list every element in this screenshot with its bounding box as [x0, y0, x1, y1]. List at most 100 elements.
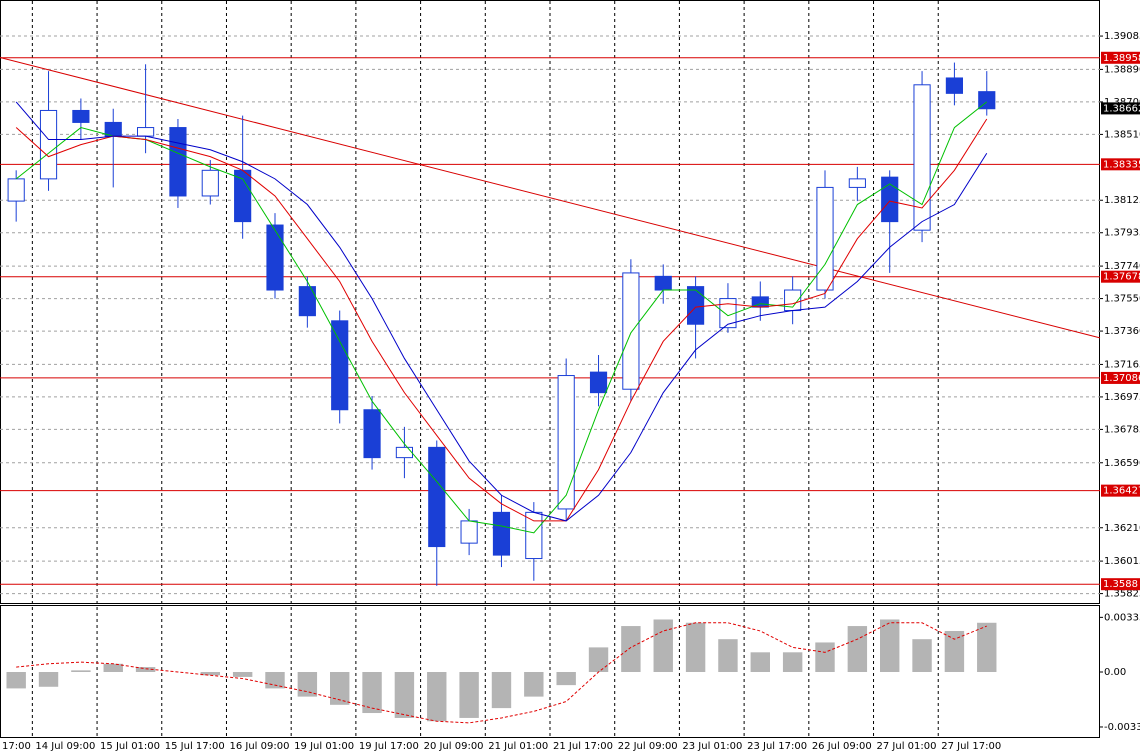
- level-label: 1.37678: [1103, 272, 1140, 283]
- x-tick-label: 19 Jul 01:00: [294, 741, 354, 752]
- histogram-bar: [103, 663, 123, 672]
- candle-body: [137, 127, 155, 137]
- x-tick-label: 17:00: [2, 741, 31, 752]
- histogram-bar: [491, 672, 512, 709]
- candle-body: [169, 127, 187, 197]
- candle-body: [234, 169, 252, 223]
- candle-body: [7, 178, 25, 202]
- moving-average: [15, 101, 988, 522]
- histogram-bar: [71, 670, 91, 672]
- x-tick-label: 23 Jul 01:00: [682, 741, 742, 752]
- x-tick-label: 16 Jul 09:00: [229, 741, 289, 752]
- sub-panel-frame: [0, 605, 1100, 738]
- y-tick-label: 1.38510: [1104, 129, 1140, 140]
- histogram-bar: [459, 672, 479, 718]
- histogram-bar: [265, 672, 285, 689]
- histogram-bar: [782, 652, 803, 672]
- y-tick-label: 1.36210: [1104, 523, 1140, 534]
- candle-body: [945, 77, 964, 94]
- x-tick-label: 21 Jul 01:00: [488, 741, 548, 752]
- level-label-box: [1101, 51, 1140, 64]
- histogram-bar: [394, 672, 415, 718]
- candle-body: [816, 186, 834, 291]
- y-tick-label: 1.39085: [1104, 31, 1140, 42]
- y-tick-label: 1.37165: [1104, 359, 1140, 370]
- candle-body: [104, 121, 122, 137]
- x-tick-label: 23 Jul 17:00: [747, 741, 807, 752]
- candle-body: [978, 91, 996, 110]
- level-label: 1.38958: [1103, 53, 1140, 64]
- x-tick-label: 20 Jul 09:00: [424, 741, 484, 752]
- candle-body: [881, 176, 899, 223]
- candle-body: [848, 178, 866, 188]
- histogram-bar: [977, 622, 997, 672]
- x-tick-label: 27 Jul 01:00: [877, 741, 937, 752]
- candle-body: [589, 371, 608, 394]
- candle-body: [331, 320, 349, 411]
- y-tick-label: 1.38125: [1104, 195, 1140, 206]
- candle-body: [428, 446, 446, 548]
- level-label: 1.36427: [1103, 486, 1140, 497]
- histogram-bar: [750, 652, 770, 672]
- y-tick-label: 1.37740: [1104, 261, 1140, 272]
- level-label: 1.38335: [1103, 159, 1140, 170]
- y-tick-label: 1.36785: [1104, 424, 1140, 435]
- histogram-bar: [653, 619, 673, 672]
- y-tick-label: 1.37550: [1104, 294, 1140, 305]
- candle-body: [654, 275, 672, 291]
- y-tick-label: 1.36590: [1104, 458, 1140, 469]
- candle-body: [266, 224, 284, 291]
- histogram-bar: [427, 672, 447, 722]
- level-label: 1.37086: [1103, 373, 1140, 384]
- histogram-bar: [524, 672, 544, 697]
- level-label-box: [1101, 484, 1140, 497]
- x-tick-label: 15 Jul 01:00: [100, 741, 160, 752]
- histogram-bar: [232, 672, 253, 677]
- candle-body: [363, 409, 381, 459]
- candle-body: [460, 520, 478, 544]
- y-tick-label: 1.36975: [1104, 392, 1140, 403]
- y-tick-label: -0.00335: [1104, 722, 1140, 733]
- x-tick-label: 14 Jul 09:00: [35, 741, 95, 752]
- candle-body: [395, 446, 413, 459]
- histogram-bar: [38, 672, 59, 687]
- level-label-box: [1101, 578, 1140, 591]
- trend-line: [0, 56, 1101, 339]
- y-tick-label: 0.00: [1104, 667, 1126, 678]
- candle-body: [557, 375, 575, 510]
- y-tick-label: 1.38890: [1104, 64, 1140, 75]
- candle-body: [492, 511, 511, 556]
- candle-body: [72, 109, 90, 123]
- level-label-box: [1101, 158, 1140, 171]
- x-tick-label: 27 Jul 17:00: [941, 741, 1001, 752]
- moving-average: [15, 118, 988, 522]
- x-tick-label: 22 Jul 09:00: [618, 741, 678, 752]
- histogram-bar: [330, 672, 350, 705]
- candle-body: [687, 286, 705, 325]
- y-tick-label: 1.35825: [1104, 589, 1140, 600]
- signal-line: [16, 622, 987, 724]
- x-tick-label: 26 Jul 09:00: [812, 741, 872, 752]
- level-label: 1.3588: [1103, 579, 1138, 590]
- histogram-bar: [200, 672, 220, 676]
- histogram-bar: [944, 630, 965, 672]
- x-tick-label: 15 Jul 17:00: [165, 741, 225, 752]
- histogram-bar: [297, 672, 318, 697]
- histogram-bar: [815, 642, 835, 672]
- histogram-bar: [135, 667, 156, 672]
- x-tick-label: 21 Jul 17:00: [553, 741, 613, 752]
- candle-body: [525, 511, 543, 560]
- y-tick-label: 1.36015: [1104, 556, 1140, 567]
- y-tick-label: 1.37935: [1104, 228, 1140, 239]
- y-tick-label: 0.00333: [1104, 612, 1140, 623]
- candle-body: [622, 272, 640, 390]
- level-label-box: [1101, 270, 1140, 283]
- histogram-bar: [6, 672, 26, 689]
- histogram-bar: [685, 622, 706, 672]
- y-tick-label: 1.37360: [1104, 326, 1140, 337]
- last-price-label: 1.38662: [1103, 103, 1140, 114]
- histogram-bar: [912, 639, 932, 672]
- level-label-box: [1101, 371, 1140, 384]
- candle-body: [39, 109, 58, 180]
